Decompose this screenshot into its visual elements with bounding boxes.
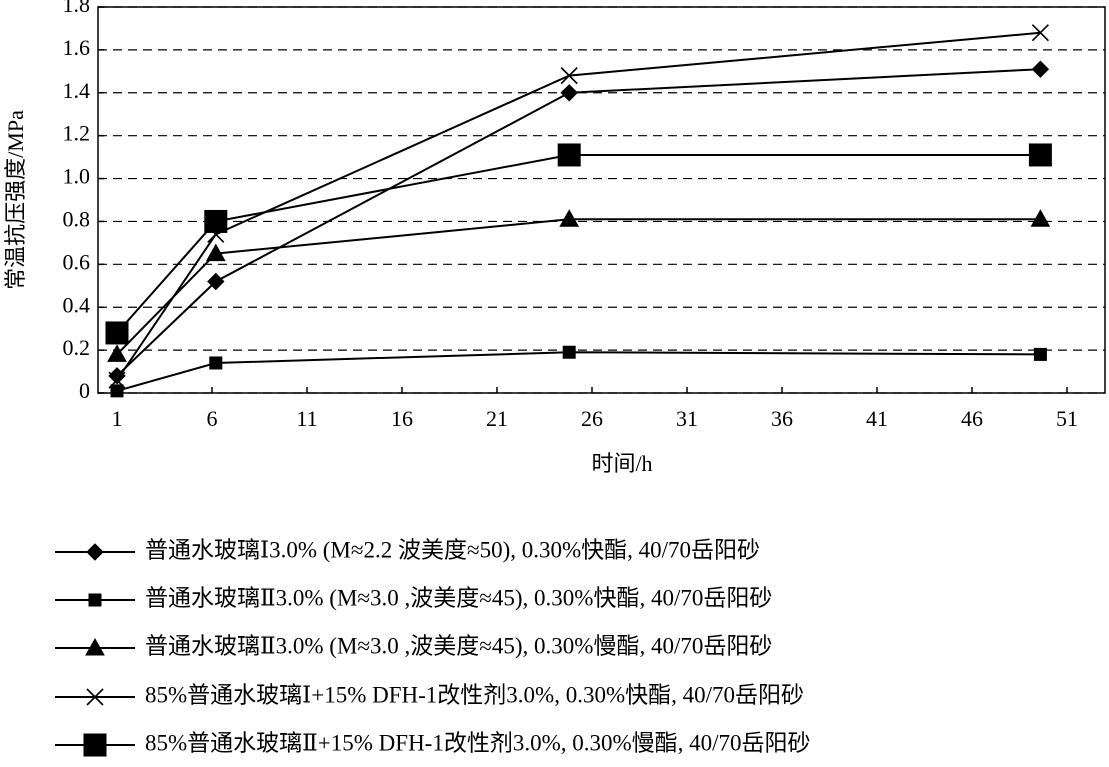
marker <box>1033 347 1047 361</box>
y-tick-label: 1.6 <box>63 35 91 60</box>
y-tick-label: 1.0 <box>63 164 91 189</box>
x-tick-label: 36 <box>771 406 793 431</box>
x-tick-label: 51 <box>1056 406 1078 431</box>
marker <box>86 543 104 561</box>
x-tick-label: 26 <box>581 406 603 431</box>
marker <box>560 67 578 85</box>
x-tick-label: 41 <box>866 406 888 431</box>
legend-label: 85%普通水玻璃Ⅰ+15% DFH-1改性剂3.0%, 0.30%快酯, 40/… <box>145 682 804 707</box>
marker <box>108 371 126 389</box>
y-tick-label: 1.8 <box>63 0 91 17</box>
y-tick-label: 0.4 <box>63 292 91 317</box>
marker <box>205 243 226 262</box>
y-tick-label: 1.4 <box>63 78 91 103</box>
series-line <box>116 218 1041 356</box>
x-tick-label: 46 <box>961 406 983 431</box>
marker <box>557 143 581 167</box>
marker <box>83 733 107 757</box>
y-tick-label: 1.2 <box>63 121 91 146</box>
series-line <box>116 153 1041 334</box>
x-tick-label: 6 <box>207 406 218 431</box>
marker <box>88 593 102 607</box>
y-tick-label: 0.2 <box>63 335 91 360</box>
marker <box>107 344 127 362</box>
legend-label: 普通水玻璃Ⅱ3.0% (M≈3.0 ,波美度≈45), 0.30%慢酯, 40/… <box>145 633 772 658</box>
x-tick-label: 1 <box>112 406 123 431</box>
marker <box>110 384 124 398</box>
plot-frame <box>97 6 1106 394</box>
marker <box>1031 60 1050 78</box>
legend-label: 普通水玻璃Ⅱ3.0% (M≈3.0 ,波美度≈45), 0.30%快酯, 40/… <box>145 585 772 610</box>
legend-label: 普通水玻璃Ⅰ3.0% (M≈2.2 波美度≈50), 0.30%快酯, 40/7… <box>145 537 760 562</box>
series-line <box>116 351 1041 392</box>
marker <box>86 688 104 706</box>
marker <box>1030 209 1051 227</box>
y-tick-label: 0 <box>79 378 90 403</box>
x-tick-label: 11 <box>296 406 317 431</box>
x-axis-label: 时间/h <box>591 451 652 476</box>
x-tick-label: 21 <box>486 406 508 431</box>
marker <box>85 637 105 656</box>
marker <box>1031 24 1049 42</box>
legend-label: 85%普通水玻璃Ⅱ+15% DFH-1改性剂3.0%, 0.30%慢酯, 40/… <box>145 730 811 755</box>
marker <box>204 209 228 233</box>
x-tick-label: 16 <box>391 406 413 431</box>
marker <box>105 321 129 345</box>
marker <box>1028 143 1052 167</box>
marker <box>562 345 576 359</box>
marker <box>207 272 225 291</box>
y-axis-label: 常温抗压强度/MPa <box>3 110 28 290</box>
marker <box>559 209 580 227</box>
series-line <box>116 31 1041 381</box>
y-tick-label: 0.6 <box>63 249 91 274</box>
y-tick-label: 0.8 <box>63 206 91 231</box>
series-line <box>116 68 1041 377</box>
marker <box>560 84 578 102</box>
marker <box>209 356 223 370</box>
x-tick-label: 31 <box>676 406 698 431</box>
